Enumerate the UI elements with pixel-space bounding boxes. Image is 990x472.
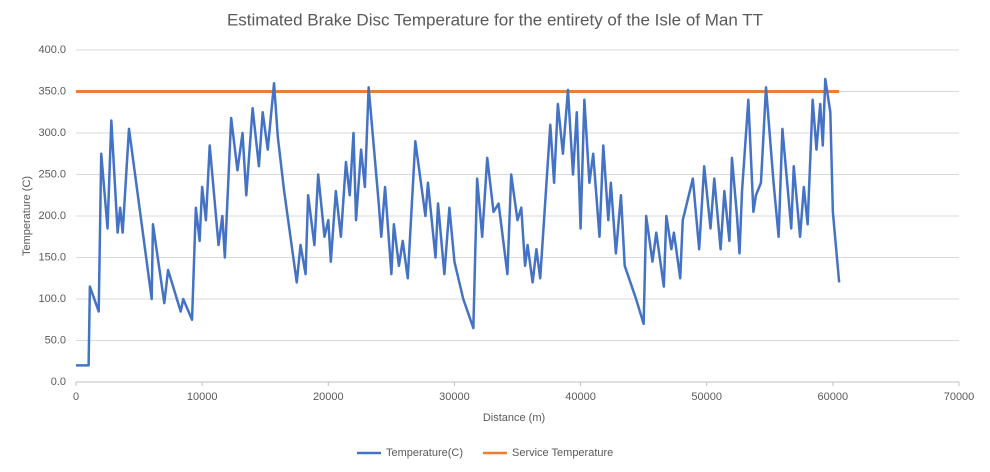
x-tick-label: 20000	[313, 391, 344, 403]
x-axis-label: Distance (m)	[483, 412, 545, 424]
x-tick-label: 0	[73, 391, 79, 403]
x-tick-label: 60000	[818, 391, 849, 403]
y-tick-label: 250.0	[38, 168, 66, 180]
legend-label: Temperature(C)	[386, 447, 463, 459]
y-tick-label: 50.0	[45, 334, 66, 346]
series-line	[76, 77, 841, 367]
y-tick-label: 100.0	[38, 293, 66, 305]
x-tick-label: 30000	[439, 391, 470, 403]
y-tick-label: 200.0	[38, 210, 66, 222]
legend-label: Service Temperature	[512, 447, 613, 459]
y-axis-label: Temperature (C)	[21, 176, 33, 256]
y-tick-label: 0.0	[51, 376, 66, 388]
y-tick-label: 400.0	[38, 44, 66, 56]
y-tick-label: 150.0	[38, 251, 66, 263]
y-tick-label: 350.0	[38, 85, 66, 97]
y-tick-label: 300.0	[38, 127, 66, 139]
x-tick-label: 10000	[187, 391, 218, 403]
x-tick-label: 50000	[691, 391, 722, 403]
chart-title: Estimated Brake Disc Temperature for the…	[227, 10, 763, 29]
x-tick-label: 70000	[944, 391, 975, 403]
x-tick-label: 40000	[565, 391, 596, 403]
